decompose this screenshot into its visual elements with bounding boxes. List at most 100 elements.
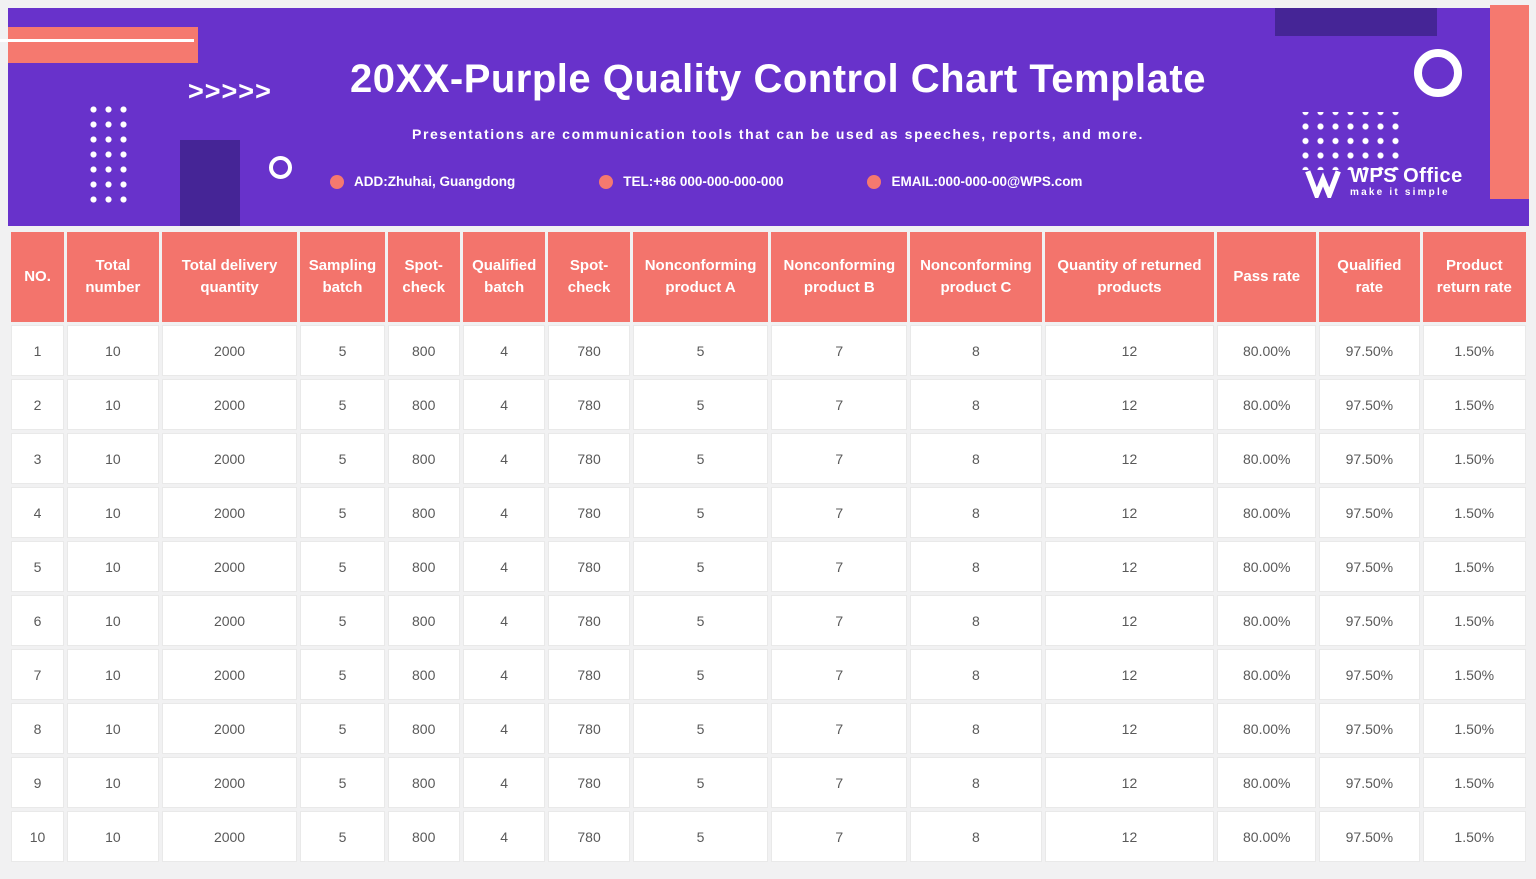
table-cell: 2000 [161, 649, 298, 700]
table-cell: 7 [771, 433, 908, 484]
table-cell: 8 [910, 595, 1042, 646]
column-header: Product return rate [1422, 232, 1526, 322]
contact-email-label: EMAIL:000-000-00@WPS.com [891, 174, 1083, 189]
table-cell: 2000 [161, 541, 298, 592]
contact-telephone: TEL:+86 000-000-000-000 [599, 174, 783, 189]
column-header: Qualified rate [1319, 232, 1420, 322]
table-cell: 780 [548, 811, 630, 862]
table-cell: 1.50% [1422, 433, 1526, 484]
table-cell: 5 [300, 379, 385, 430]
dark-rect-right [1275, 8, 1437, 36]
table-cell: 80.00% [1217, 757, 1317, 808]
table-cell: 12 [1044, 757, 1215, 808]
header-text-block: 20XX-Purple Quality Control Chart Templa… [298, 8, 1258, 226]
page-subtitle: Presentations are communication tools th… [412, 126, 1144, 142]
table-cell: 800 [387, 649, 460, 700]
table-cell: 5 [632, 541, 769, 592]
table-cell: 5 [300, 433, 385, 484]
table-cell: 7 [771, 703, 908, 754]
table-cell: 800 [387, 325, 460, 376]
table-cell: 1.50% [1422, 541, 1526, 592]
table-cell: 5 [632, 649, 769, 700]
table-cell: 8 [910, 757, 1042, 808]
table-cell: 10 [67, 757, 159, 808]
table-cell: 10 [67, 649, 159, 700]
dots-grid-right [1298, 112, 1403, 170]
table-cell: 10 [67, 703, 159, 754]
table-row: 9 10 2000 5 800 4 780 5 7 8 12 80.00% 97.50% 1.50% [11, 757, 1526, 808]
table-cell: 780 [548, 703, 630, 754]
table-cell: 780 [548, 649, 630, 700]
table-cell: 800 [387, 379, 460, 430]
table-cell: 12 [1044, 433, 1215, 484]
table-cell: 7 [771, 325, 908, 376]
table-cell: 8 [910, 703, 1042, 754]
table-cell: 4 [462, 757, 546, 808]
table-cell: 10 [67, 325, 159, 376]
contact-address: ADD:Zhuhai, Guangdong [330, 174, 515, 189]
table-cell: 7 [771, 649, 908, 700]
bullet-dot-icon [599, 174, 614, 189]
table-cell: 10 [67, 433, 159, 484]
table-cell: 8 [910, 379, 1042, 430]
contact-address-label: ADD:Zhuhai, Guangdong [354, 174, 516, 189]
table-cell: 4 [462, 811, 546, 862]
table-cell: 1.50% [1422, 703, 1526, 754]
table-cell: 12 [1044, 487, 1215, 538]
column-header: Pass rate [1217, 232, 1317, 322]
table-cell: 8 [910, 541, 1042, 592]
table-cell: 780 [548, 487, 630, 538]
table-cell: 780 [548, 595, 630, 646]
table-cell: 2000 [161, 703, 298, 754]
table-cell: 4 [462, 541, 546, 592]
table-cell: 800 [387, 541, 460, 592]
table-cell: 7 [771, 379, 908, 430]
table-cell: 7 [11, 649, 65, 700]
contact-telephone-label: TEL:+86 000-000-000-000 [623, 174, 784, 189]
table-cell: 800 [387, 811, 460, 862]
ring-icon-large [1414, 49, 1462, 97]
table-cell: 7 [771, 757, 908, 808]
table-row: 8 10 2000 5 800 4 780 5 7 8 12 80.00% 97.50% 1.50% [11, 703, 1526, 754]
table-cell: 97.50% [1319, 703, 1420, 754]
table-cell: 5 [300, 703, 385, 754]
table-cell: 780 [548, 325, 630, 376]
table-cell: 5 [632, 595, 769, 646]
table-cell: 4 [462, 379, 546, 430]
table-cell: 6 [11, 595, 65, 646]
table-row: 7 10 2000 5 800 4 780 5 7 8 12 80.00% 97.50% 1.50% [11, 649, 1526, 700]
table-cell: 780 [548, 757, 630, 808]
table-cell: 10 [67, 379, 159, 430]
table-cell: 1.50% [1422, 649, 1526, 700]
table-cell: 97.50% [1319, 757, 1420, 808]
table-cell: 97.50% [1319, 541, 1420, 592]
table-cell: 12 [1044, 811, 1215, 862]
table-cell: 97.50% [1319, 649, 1420, 700]
table-cell: 1.50% [1422, 595, 1526, 646]
table-cell: 5 [632, 487, 769, 538]
table-row: 10 10 2000 5 800 4 780 5 7 8 12 80.00% 97.50% 1.50% [11, 811, 1526, 862]
table-cell: 12 [1044, 703, 1215, 754]
table-cell: 7 [771, 541, 908, 592]
table-cell: 8 [910, 487, 1042, 538]
table-cell: 80.00% [1217, 433, 1317, 484]
bullet-dot-icon [330, 174, 344, 189]
column-header: Qualified batch [462, 232, 546, 322]
column-header: Nonconforming product A [632, 232, 769, 322]
table-cell: 5 [11, 541, 65, 592]
wps-brand-name: WPS Office [1350, 165, 1463, 187]
table-cell: 800 [387, 487, 460, 538]
table-cell: 80.00% [1217, 649, 1317, 700]
table-cell: 10 [67, 487, 159, 538]
table-row: 3 10 2000 5 800 4 780 5 7 8 12 80.00% 97.50% 1.50% [11, 433, 1526, 484]
column-header: Nonconforming product B [771, 232, 908, 322]
table-cell: 97.50% [1319, 379, 1420, 430]
table-row: 1 10 2000 5 800 4 780 5 7 8 12 80.00% 97.50% 1.50% [11, 325, 1526, 376]
contact-email: EMAIL:000-000-00@WPS.com [867, 174, 1082, 189]
table-row: 6 10 2000 5 800 4 780 5 7 8 12 80.00% 97.50% 1.50% [11, 595, 1526, 646]
table-cell: 1.50% [1422, 487, 1526, 538]
table-cell: 5 [300, 811, 385, 862]
table-cell: 80.00% [1217, 703, 1317, 754]
table-cell: 80.00% [1217, 811, 1317, 862]
table-cell: 9 [11, 757, 65, 808]
